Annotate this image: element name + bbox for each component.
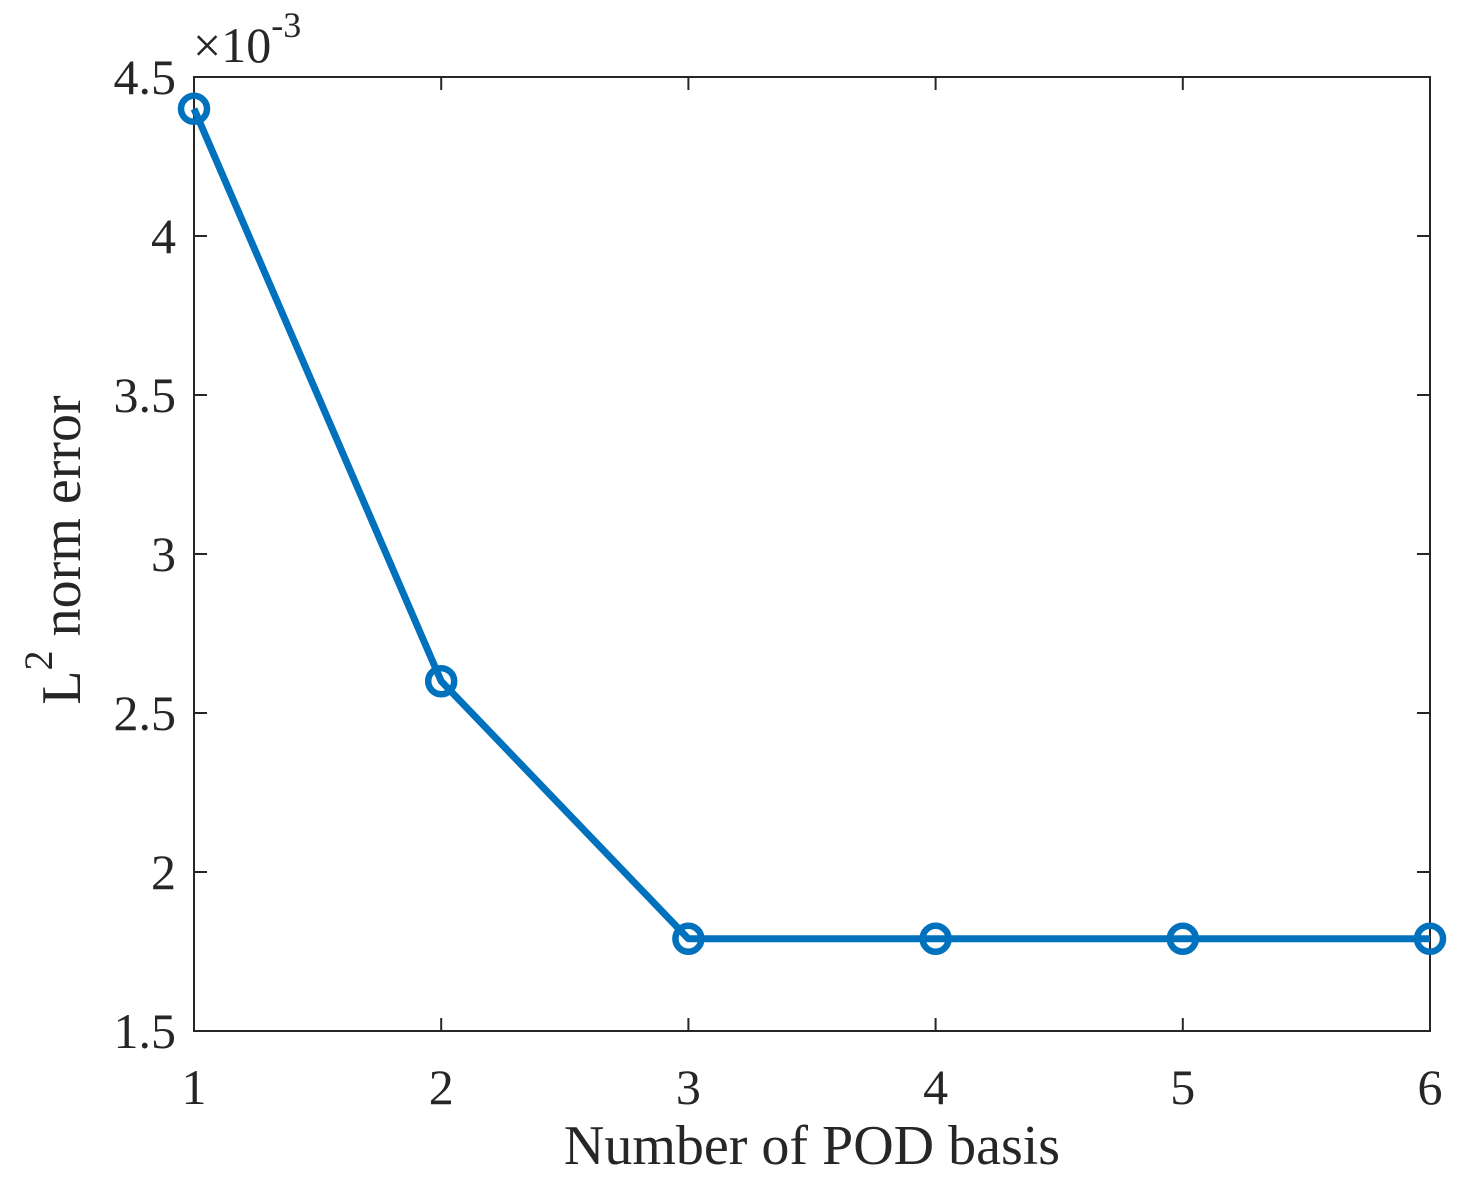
x-tick-label: 6 (1418, 1059, 1443, 1115)
y-tick-label: 2.5 (114, 685, 177, 741)
y-axis-label-rest: norm error (31, 395, 93, 651)
data-line (190, 107, 1430, 943)
y-axis-multiplier-base: ×10 (193, 17, 272, 73)
x-tick-label: 2 (429, 1059, 454, 1115)
y-tick-label: 4.5 (114, 49, 177, 105)
y-tick-label: 2 (151, 844, 176, 900)
y-tick-label: 3.5 (114, 367, 177, 423)
y-tick-label: 3 (151, 526, 176, 582)
y-tick-label: 4 (151, 208, 176, 264)
data-point-marker (177, 92, 211, 126)
y-axis-label-superscript: 2 (15, 650, 61, 671)
x-axis-label: Number of POD basis (194, 1115, 1430, 1178)
plot-box (193, 76, 1431, 1032)
x-tick-label: 3 (676, 1059, 701, 1115)
data-point-marker (1166, 922, 1200, 956)
y-axis-multiplier: ×10-3 (193, 7, 301, 73)
y-axis-label: L2 norm error (16, 250, 93, 850)
data-point-marker (919, 922, 952, 956)
x-tick-label: 5 (1170, 1059, 1195, 1115)
data-point-marker (1413, 922, 1447, 956)
x-axis-label-text: Number of POD basis (563, 1115, 1061, 1177)
data-point-marker (424, 664, 458, 698)
x-tick-label: 4 (923, 1059, 948, 1115)
y-axis-multiplier-exponent: -3 (271, 4, 302, 45)
y-axis-label-base: L (31, 670, 93, 705)
x-tick-label: 1 (182, 1059, 207, 1115)
data-point-marker (672, 922, 705, 956)
y-tick-label: 1.5 (114, 1003, 177, 1059)
